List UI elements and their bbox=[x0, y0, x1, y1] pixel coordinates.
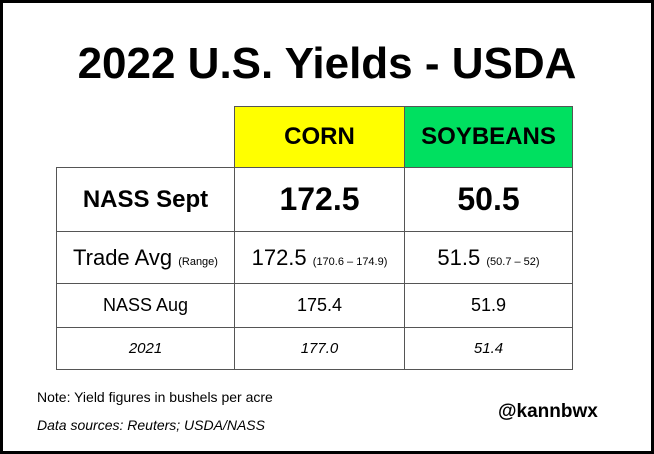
cell: 172.5 bbox=[234, 167, 405, 232]
cell: 50.5 bbox=[404, 167, 573, 232]
range: (170.6 – 174.9) bbox=[312, 255, 388, 268]
row-label-cell: Trade Avg (Range) bbox=[56, 231, 235, 284]
cell: 177.0 bbox=[234, 327, 405, 370]
row: 2021 177.0 51.4 bbox=[56, 327, 573, 370]
column-header: SOYBEANS bbox=[404, 106, 573, 168]
row-label-note: (Range) bbox=[178, 255, 218, 268]
row-label: NASS Aug bbox=[56, 283, 235, 328]
cell: 51.4 bbox=[404, 327, 573, 370]
cell: 51.5 (50.7 – 52) bbox=[404, 231, 573, 284]
yield-table: CORN SOYBEANS NASS Sept 172.5 50.5 Trade… bbox=[56, 106, 573, 370]
row: Trade Avg (Range) 172.5 (170.6 – 174.9) … bbox=[56, 231, 573, 284]
range: (50.7 – 52) bbox=[486, 255, 540, 268]
value: 51.5 bbox=[437, 244, 481, 270]
row-label: Trade Avg bbox=[73, 244, 173, 270]
header-row: CORN SOYBEANS bbox=[57, 106, 573, 168]
row: NASS Aug 175.4 51.9 bbox=[56, 283, 573, 328]
cell: 175.4 bbox=[234, 283, 405, 328]
sources: Data sources: Reuters; USDA/NASS bbox=[37, 417, 265, 433]
row-label: 2021 bbox=[56, 327, 235, 370]
cell: 172.5 (170.6 – 174.9) bbox=[234, 231, 405, 284]
title: 2022 U.S. Yields - USDA bbox=[77, 39, 577, 88]
blank-cell bbox=[57, 107, 235, 168]
row-label: NASS Sept bbox=[56, 167, 235, 232]
row: NASS Sept 172.5 50.5 bbox=[56, 167, 573, 232]
column-header: CORN bbox=[234, 106, 405, 168]
cell: 51.9 bbox=[404, 283, 573, 328]
note: Note: Yield figures in bushels per acre bbox=[37, 389, 273, 405]
value: 172.5 bbox=[251, 244, 307, 270]
handle: @kannbwx bbox=[498, 401, 598, 422]
